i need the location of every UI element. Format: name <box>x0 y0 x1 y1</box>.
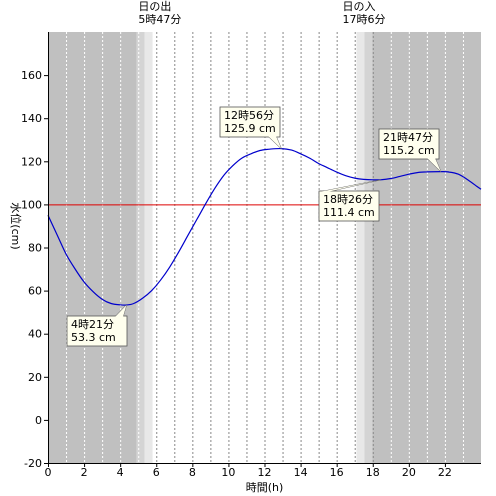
callout-box <box>318 190 380 222</box>
y-tick-label: 60 <box>28 285 42 298</box>
x-tick-label: 0 <box>45 466 52 479</box>
twilight-dusk-inner <box>356 32 365 463</box>
callout-pointer-fill <box>268 136 282 149</box>
y-tick-label: 40 <box>28 328 42 341</box>
x-tick-label: 16 <box>330 466 344 479</box>
callout-pointer-fill <box>319 179 381 192</box>
x-tick-label: 12 <box>258 466 272 479</box>
callout-box <box>219 106 281 138</box>
sunset-label: 日の入 <box>343 0 376 13</box>
twilight-dawn-inner <box>144 32 153 463</box>
x-tick-label: 14 <box>294 466 308 479</box>
callout-pointer-fill <box>115 305 127 317</box>
x-tick-label: 22 <box>438 466 452 479</box>
y-axis-ticks: -20 0 20 40 60 80 100 120 140 160 <box>21 69 48 470</box>
y-axis-label: 水位(cm) <box>9 202 23 249</box>
sunset-time: 17時6分 <box>343 13 386 26</box>
callout-time: 21時47分 <box>383 131 433 144</box>
y-tick-label: -20 <box>24 457 42 470</box>
x-tick-label: 2 <box>81 466 88 479</box>
callout-time: 4時21分 <box>71 318 114 331</box>
callout-pointer-fill <box>427 158 441 172</box>
daylight-area <box>152 32 357 463</box>
y-tick-label: 0 <box>35 414 42 427</box>
x-tick-label: 6 <box>153 466 160 479</box>
y-tick-label: 120 <box>21 155 42 168</box>
y-tick-label: 140 <box>21 112 42 125</box>
tide-line <box>47 147 482 306</box>
x-axis-ticks: 0 2 4 6 8 10 12 14 16 18 20 22 <box>45 463 452 479</box>
tide-series <box>47 147 482 306</box>
y-tick-label: 160 <box>21 69 42 82</box>
y-tick-label: 80 <box>28 242 42 255</box>
y-tick-label: 100 <box>21 198 42 211</box>
callout-time: 18時26分 <box>323 193 373 206</box>
sun-events: 日の出 5時47分 日の入 17時6分 <box>138 0 385 26</box>
x-axis-label: 時間(h) <box>246 481 284 494</box>
callout-value: 125.9 cm <box>224 122 276 135</box>
x-tick-label: 20 <box>402 466 416 479</box>
callout-value: 115.2 cm <box>383 144 435 157</box>
daylight-shading <box>48 32 481 463</box>
x-tick-label: 4 <box>117 466 124 479</box>
callout-box <box>66 315 128 347</box>
callout-box <box>378 128 440 160</box>
twilight-dawn-outer <box>136 32 145 463</box>
callout-time: 12時56分 <box>224 109 274 122</box>
sunrise-label: 日の出 <box>138 0 171 13</box>
x-tick-label: 8 <box>189 466 196 479</box>
y-tick-label: 20 <box>28 371 42 384</box>
callout-value: 53.3 cm <box>71 331 116 344</box>
sunrise-time: 5時47分 <box>138 13 181 26</box>
x-tick-label: 18 <box>366 466 380 479</box>
twilight-dusk-outer <box>364 32 373 463</box>
x-tick-label: 10 <box>221 466 235 479</box>
callout-value: 111.4 cm <box>323 206 375 219</box>
